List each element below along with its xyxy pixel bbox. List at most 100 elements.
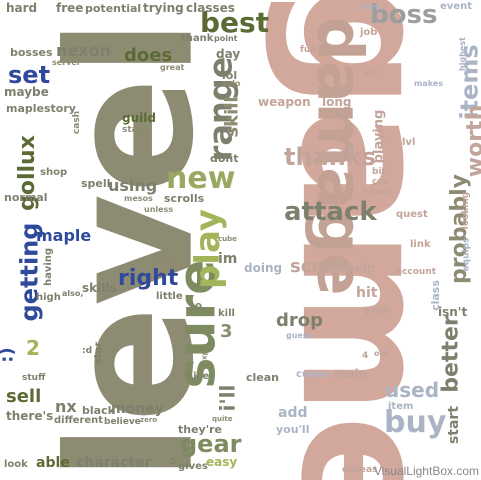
word-cubes: cubes <box>296 369 329 380</box>
word-solo: solo <box>222 79 241 88</box>
word-4: 4 <box>362 351 369 361</box>
word-better: better <box>438 315 464 393</box>
word-theyre: they're <box>178 423 222 436</box>
word-cash: cash <box>72 110 83 135</box>
word-guess: guess <box>286 331 313 340</box>
word-little: little <box>156 291 183 302</box>
word-skill: skill <box>221 96 243 138</box>
word-stuff: stuff <box>22 373 46 383</box>
word-easy: easy <box>206 455 238 469</box>
word-also: also, <box>62 289 84 298</box>
word-hit: hit <box>356 285 378 301</box>
word-cube: cube <box>218 235 237 243</box>
word-nexon: nexon <box>56 41 111 60</box>
word-looking: looking <box>461 191 472 230</box>
word-maplestory: maplestory <box>6 102 76 115</box>
word-event: event <box>440 1 472 12</box>
word-maybe: maybe <box>4 85 49 99</box>
word-doing: doing <box>244 261 283 275</box>
word-worth: worth <box>463 104 481 178</box>
word-skills: skills <box>82 281 117 295</box>
word-bosses: bosses <box>10 46 53 59</box>
word-different: different <box>54 415 104 426</box>
word-having: having <box>43 247 55 287</box>
word-stats: stats <box>122 125 148 135</box>
word-bit: bit <box>372 167 386 177</box>
word-does: does <box>124 45 173 66</box>
word-isnt: isn't <box>438 305 468 319</box>
word-job: job <box>360 27 378 38</box>
word-nx: nx <box>55 397 77 416</box>
word-day: day <box>216 47 241 61</box>
word-3: 3 <box>220 321 233 342</box>
watermark-credit: VisualLightBox.com <box>373 464 479 478</box>
word-mesos: mesos <box>124 194 153 203</box>
word-sell: sell <box>6 386 42 407</box>
word-drop: drop <box>276 310 324 331</box>
word-fun: fun <box>300 45 317 55</box>
word-thank: thank <box>181 33 214 44</box>
word-ill: i'll <box>215 384 240 412</box>
word-buy: buy <box>384 405 447 440</box>
word-used: used <box>385 378 440 402</box>
word-link: link <box>410 239 431 250</box>
word-high: high <box>36 292 61 303</box>
word-times: times <box>152 257 174 265</box>
word-start: start <box>446 405 463 445</box>
word-best: best <box>200 6 270 39</box>
word-highest: highest <box>457 37 467 71</box>
word-weapon: weapon <box>258 95 311 109</box>
word-server: server <box>52 58 81 67</box>
word-clean: clean <box>246 371 280 384</box>
word-free: free <box>56 1 84 15</box>
word-nice: nice <box>186 371 210 382</box>
word-lvl: lvl <box>402 137 416 148</box>
word-set: set <box>8 61 51 89</box>
word-makes: makes <box>414 79 444 88</box>
word-long: long <box>322 95 352 109</box>
word-tyrant: tyrant <box>362 187 390 196</box>
word-d: :d <box>82 346 93 356</box>
word-using: using <box>108 176 158 195</box>
word-equips: equips <box>461 237 472 272</box>
word-shop: shop <box>40 167 68 178</box>
word-cra: cra <box>372 177 388 187</box>
word-them: them. <box>360 3 384 11</box>
word-gives: gives <box>178 461 208 472</box>
word-help: help <box>346 261 376 275</box>
word-potential: potential <box>85 2 142 15</box>
word-youll: you'll <box>276 423 310 436</box>
word-new: new <box>166 161 236 196</box>
word-deceas: deceas <box>342 465 378 475</box>
word-spell: spell <box>81 177 111 190</box>
word-hard: hard <box>6 1 38 15</box>
word-playing: playing <box>371 109 387 164</box>
word-item: item <box>388 401 414 412</box>
word-play: play <box>188 208 229 290</box>
word-kill: kill <box>218 308 235 319</box>
word-quite: quite <box>212 415 233 423</box>
word-dont: dont <box>210 152 239 165</box>
word-account: account <box>396 267 437 277</box>
word-quest: quest <box>396 209 428 220</box>
word-black: black <box>82 404 115 417</box>
word-main: main <box>334 367 368 381</box>
word-boss: boss <box>370 0 438 30</box>
word-point: point <box>214 34 238 43</box>
word-scroll: scroll <box>290 256 345 277</box>
word-character: character <box>76 455 152 471</box>
word-zero: zero <box>140 416 158 424</box>
word-5: 5 <box>170 457 177 467</box>
word-add: add <box>278 405 308 421</box>
word-trying: trying <box>143 1 184 15</box>
word-theres: there's <box>6 409 54 423</box>
word-im: im <box>218 251 238 267</box>
word-exp: exp <box>200 350 209 365</box>
word-smile: :) <box>0 347 18 363</box>
word-thanks: thanks <box>284 143 377 171</box>
word-gear: gear <box>180 430 242 458</box>
word-normal: normal <box>4 191 48 204</box>
word-look: look <box>4 459 28 470</box>
word-yeah: yeah <box>364 305 392 316</box>
